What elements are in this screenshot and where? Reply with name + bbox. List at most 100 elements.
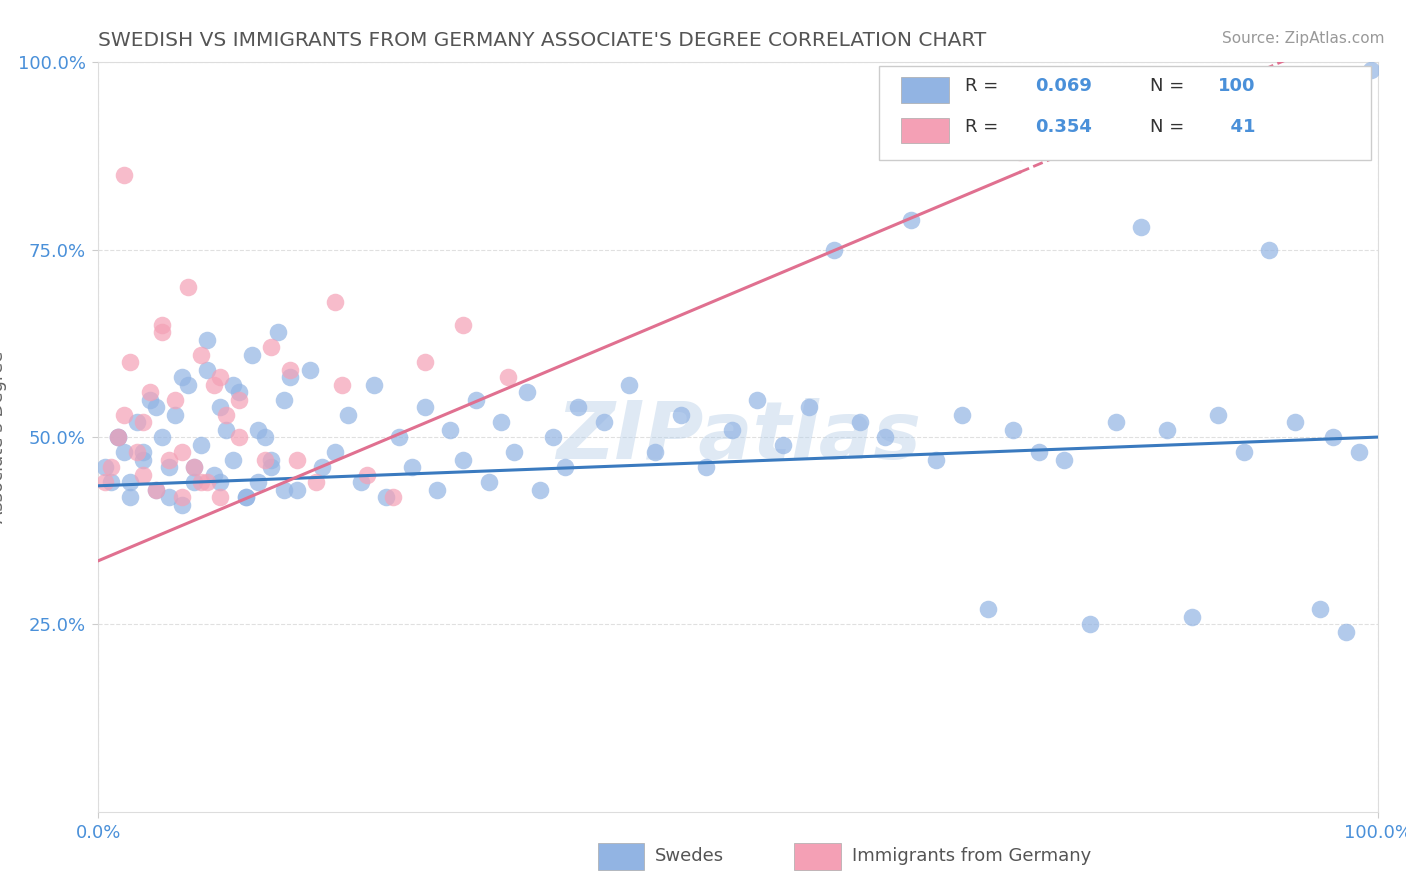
- Point: [1258, 243, 1281, 257]
- Point: [478, 475, 501, 489]
- Point: [132, 445, 155, 459]
- Text: SWEDISH VS IMMIGRANTS FROM GERMANY ASSOCIATE'S DEGREE CORRELATION CHART: SWEDISH VS IMMIGRANTS FROM GERMANY ASSOC…: [98, 31, 987, 50]
- Point: [413, 355, 436, 369]
- Point: [112, 408, 135, 422]
- Point: [228, 392, 250, 407]
- Point: [451, 318, 474, 332]
- Point: [1078, 617, 1101, 632]
- Point: [100, 475, 122, 489]
- Point: [195, 475, 218, 489]
- Point: [183, 475, 205, 489]
- Point: [278, 362, 301, 376]
- Point: [132, 452, 155, 467]
- Text: N =: N =: [1150, 78, 1189, 95]
- Point: [202, 467, 225, 482]
- Point: [323, 295, 346, 310]
- Point: [401, 460, 423, 475]
- Point: [100, 460, 122, 475]
- Point: [190, 437, 212, 451]
- Point: [120, 475, 142, 489]
- Point: [350, 475, 373, 489]
- Point: [170, 445, 193, 459]
- Point: [145, 483, 167, 497]
- Point: [222, 377, 245, 392]
- Point: [120, 490, 142, 504]
- Point: [311, 460, 333, 475]
- Point: [1347, 445, 1369, 459]
- Point: [240, 348, 263, 362]
- Point: [1206, 408, 1229, 422]
- Point: [177, 280, 200, 294]
- Point: [120, 355, 142, 369]
- Point: [823, 243, 845, 257]
- Point: [516, 385, 538, 400]
- Point: [305, 475, 328, 489]
- Point: [388, 430, 411, 444]
- Point: [222, 452, 245, 467]
- Point: [976, 602, 998, 616]
- Point: [1028, 445, 1050, 459]
- Text: R =: R =: [965, 78, 1004, 95]
- Point: [253, 452, 276, 467]
- Point: [1104, 415, 1126, 429]
- Point: [381, 490, 404, 504]
- Text: Immigrants from Germany: Immigrants from Germany: [852, 847, 1091, 865]
- Point: [747, 392, 769, 407]
- Point: [1322, 430, 1344, 444]
- Point: [215, 423, 238, 437]
- Point: [235, 490, 257, 504]
- Point: [145, 483, 167, 497]
- Point: [464, 392, 486, 407]
- Point: [157, 490, 180, 504]
- Point: [413, 400, 436, 414]
- Point: [1309, 602, 1331, 616]
- Point: [107, 430, 129, 444]
- Point: [1053, 452, 1076, 467]
- Point: [253, 430, 276, 444]
- Point: [260, 452, 283, 467]
- Point: [152, 325, 174, 339]
- Point: [503, 445, 526, 459]
- Point: [1284, 415, 1306, 429]
- Point: [170, 370, 193, 384]
- Point: [375, 490, 398, 504]
- Point: [1232, 445, 1254, 459]
- Point: [112, 168, 135, 182]
- Point: [190, 475, 212, 489]
- Point: [183, 460, 205, 475]
- Text: R =: R =: [965, 118, 1004, 136]
- Point: [190, 348, 212, 362]
- Point: [208, 400, 231, 414]
- Point: [183, 460, 205, 475]
- Point: [529, 483, 551, 497]
- Point: [541, 430, 564, 444]
- Point: [107, 430, 129, 444]
- Point: [356, 467, 378, 482]
- Point: [1334, 624, 1357, 639]
- Point: [720, 423, 742, 437]
- Point: [107, 430, 129, 444]
- Point: [208, 490, 231, 504]
- Point: [363, 377, 385, 392]
- Point: [260, 460, 283, 475]
- Text: ZIPatlas: ZIPatlas: [555, 398, 921, 476]
- Point: [285, 452, 308, 467]
- Point: [900, 212, 922, 227]
- FancyBboxPatch shape: [901, 118, 949, 144]
- Text: 0.069: 0.069: [1035, 78, 1092, 95]
- Point: [112, 445, 135, 459]
- Point: [669, 408, 692, 422]
- FancyBboxPatch shape: [879, 66, 1371, 160]
- Point: [426, 483, 449, 497]
- Point: [152, 318, 174, 332]
- Point: [165, 408, 187, 422]
- Point: [950, 408, 973, 422]
- Point: [132, 415, 155, 429]
- Point: [208, 475, 231, 489]
- Point: [202, 377, 225, 392]
- Point: [298, 362, 321, 376]
- Point: [323, 445, 346, 459]
- Point: [260, 340, 283, 354]
- Point: [875, 430, 897, 444]
- Point: [215, 408, 238, 422]
